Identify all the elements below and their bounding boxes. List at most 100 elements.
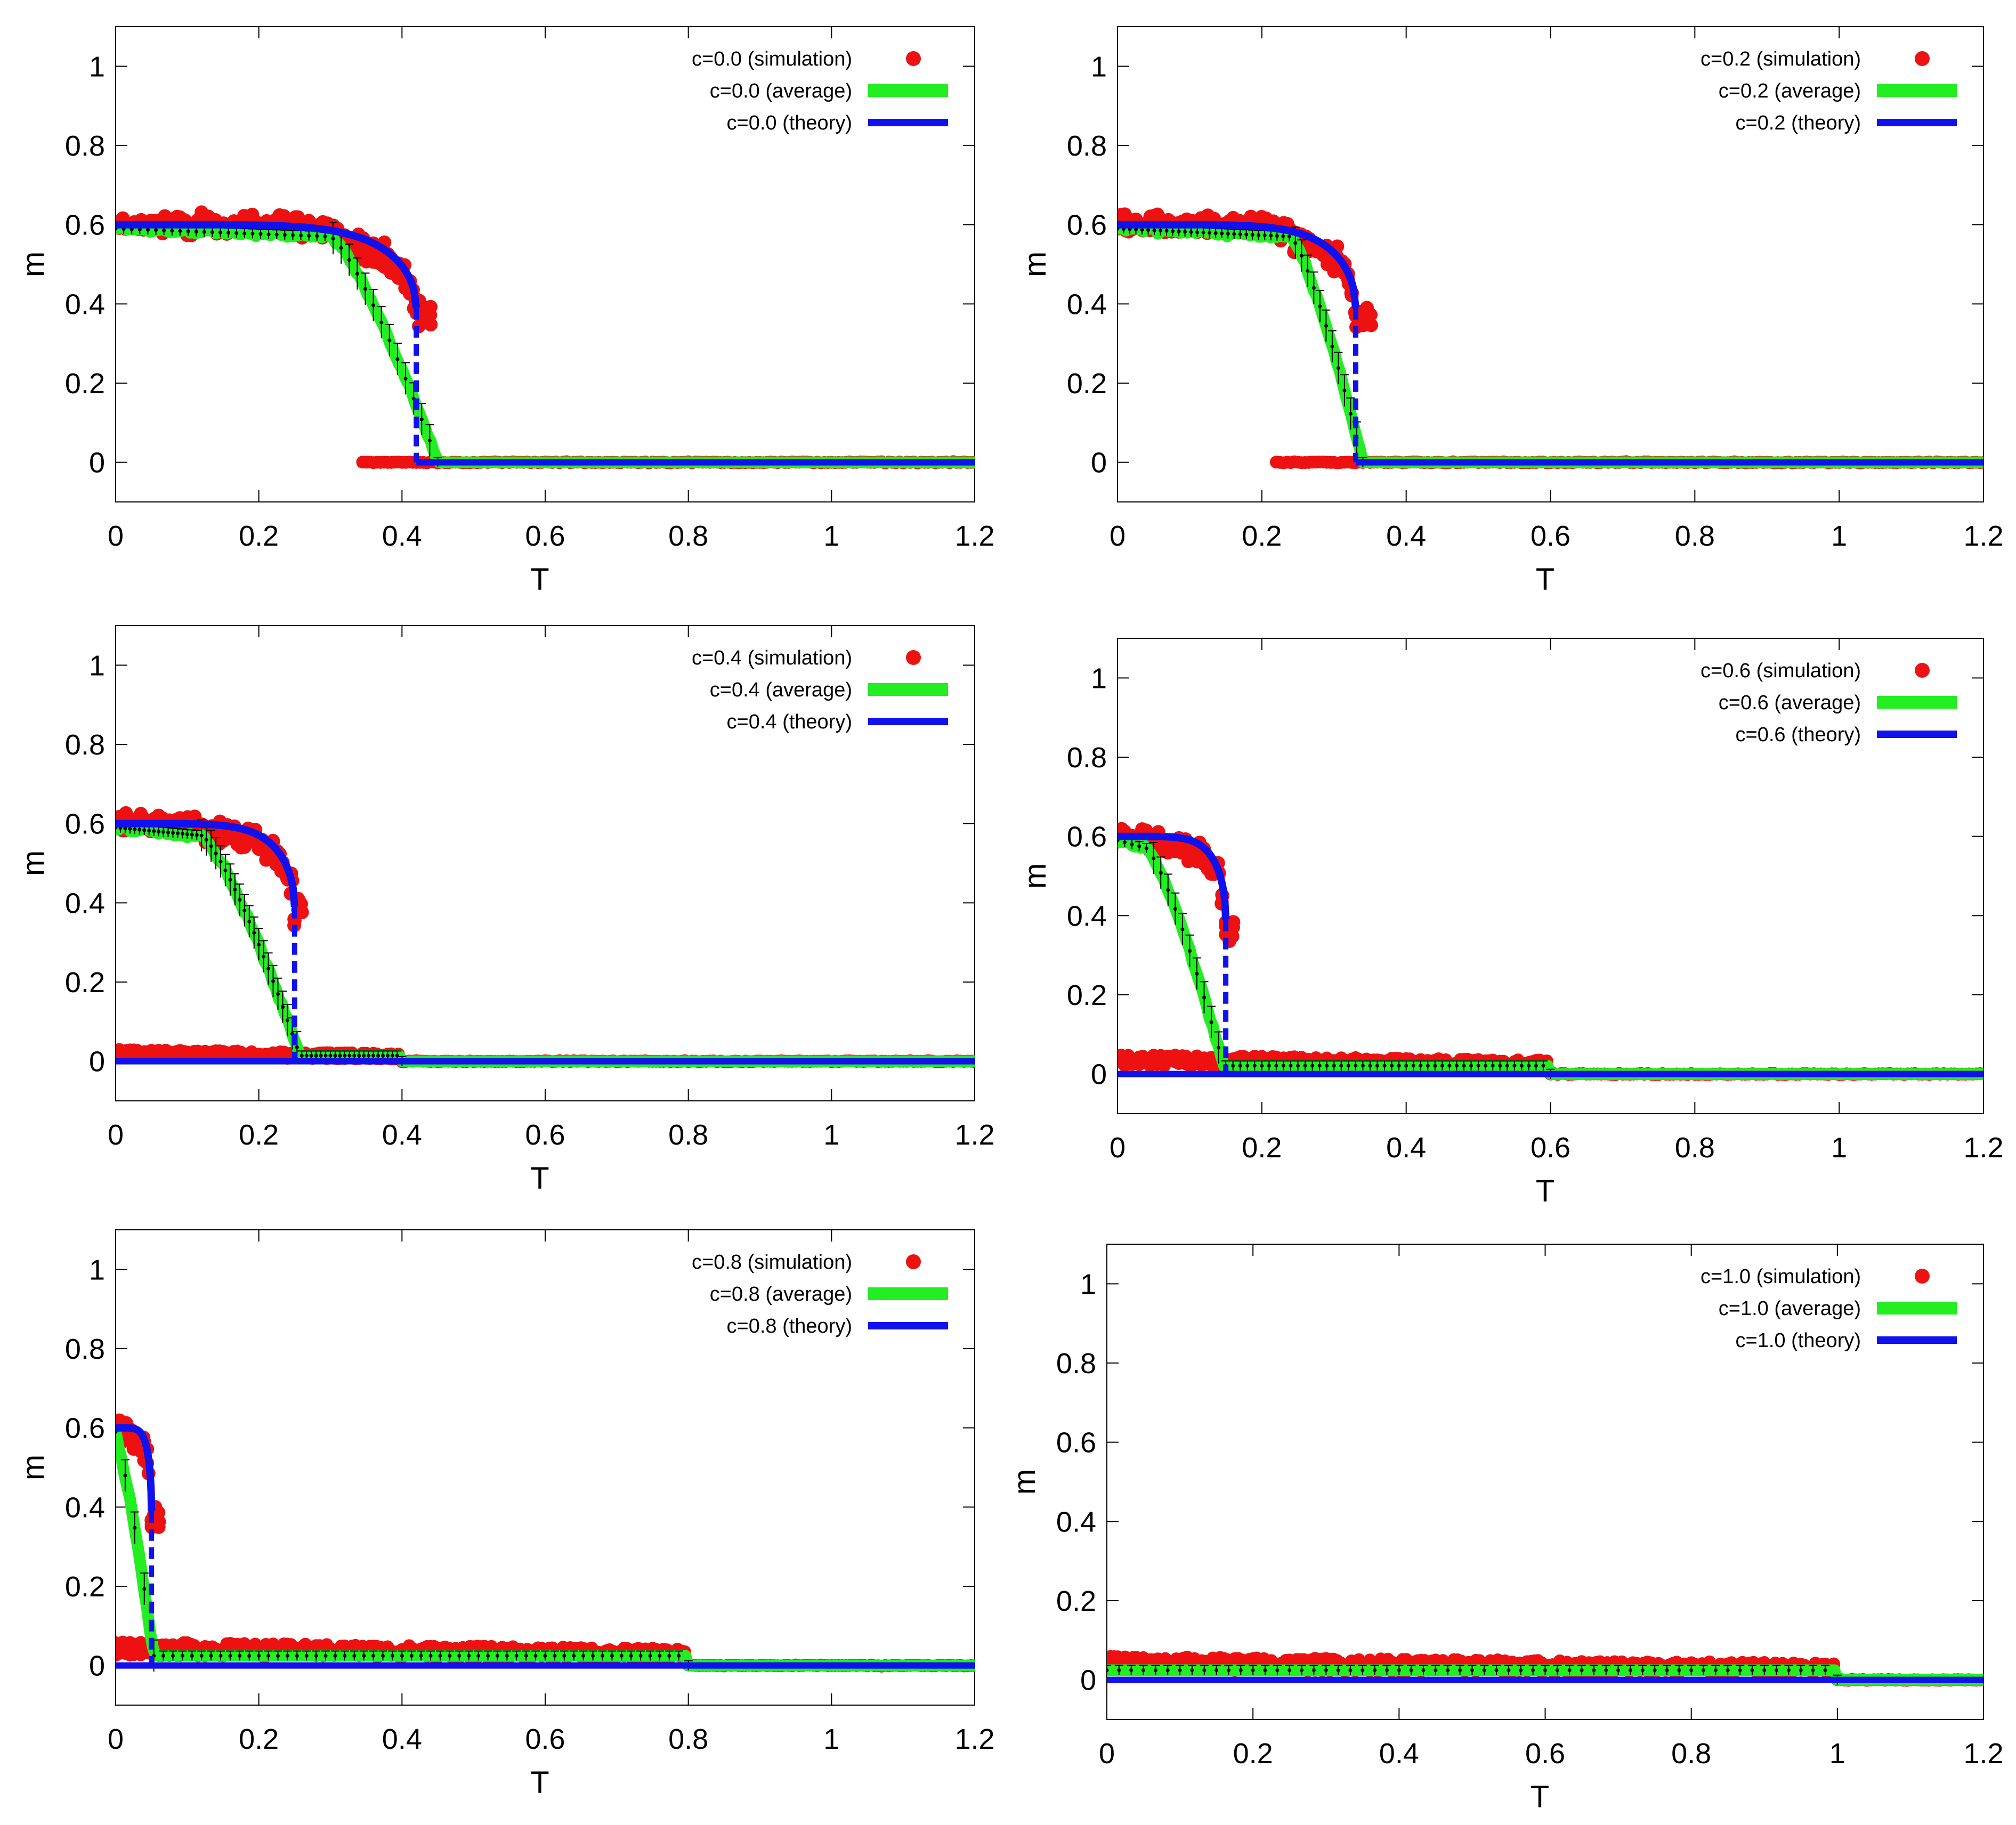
average-marker [1491, 1064, 1495, 1068]
y-tick-label: 0.2 [1067, 979, 1107, 1011]
x-tick-label: 0.4 [1386, 1132, 1426, 1164]
average-marker [385, 1053, 390, 1058]
average-marker [1152, 228, 1156, 232]
error-bars [1107, 1665, 1842, 1685]
y-tick-label: 0.4 [65, 288, 105, 320]
x-tick-label: 0.6 [1531, 1132, 1570, 1164]
average-marker [1245, 1064, 1250, 1068]
average-marker [145, 228, 150, 232]
average-marker [347, 258, 351, 262]
average-marker [343, 1053, 347, 1058]
x-axis-title: T [1536, 562, 1554, 597]
error-bars [116, 819, 407, 1066]
theory-ordered-line [116, 1424, 156, 1511]
x-tick-label: 0.4 [382, 1119, 422, 1151]
average-marker [1275, 1668, 1280, 1672]
legend: c=0.6 (simulation) c=0.6 (average) c=0.6 (… [1701, 660, 1957, 746]
average-marker [194, 230, 198, 234]
y-tick-label: 0 [89, 1650, 105, 1682]
average-marker [1361, 1668, 1365, 1672]
legend-simulation-marker [906, 51, 921, 66]
average-marker [1404, 1064, 1408, 1068]
legend-simulation-marker [1915, 51, 1930, 66]
average-marker [1541, 1064, 1545, 1068]
average-marker [128, 827, 132, 831]
average-marker [1311, 286, 1316, 290]
average-marker [648, 1653, 652, 1658]
plot-area [1107, 1650, 1983, 1687]
average-marker [142, 1587, 147, 1591]
chart-panel-c0.4: 0 0.2 0.4 0.6 0.8 1 1.2 0 0.2 0.4 0.6 0.8 1 Tm c=0.4 (… [16, 625, 995, 1196]
legend-label-1: c=0.4 (average) [710, 679, 852, 701]
average-marker [1512, 1064, 1517, 1068]
y-tick-label: 0 [1091, 447, 1107, 479]
average-marker [1458, 1668, 1462, 1672]
average-marker [1397, 1064, 1401, 1068]
average-marker [274, 232, 279, 237]
average-marker [1604, 1668, 1608, 1672]
average-marker [1346, 1064, 1350, 1068]
average-marker [331, 236, 335, 240]
x-tick-label: 1.2 [954, 1119, 994, 1151]
average-marker [319, 1053, 323, 1058]
y-tick-label: 0 [1091, 1059, 1107, 1091]
average-marker [1173, 907, 1177, 911]
average-marker [1469, 1064, 1473, 1068]
average-marker [247, 919, 252, 923]
average-marker [152, 829, 156, 833]
average-marker [448, 1653, 452, 1658]
average-marker [171, 831, 175, 835]
average-marker [1189, 230, 1193, 234]
x-tick-label: 0.6 [1525, 1738, 1565, 1770]
average-marker [190, 832, 194, 837]
average-marker [242, 231, 247, 236]
average-marker [1373, 1668, 1377, 1672]
x-tick-label: 0.6 [1531, 520, 1570, 552]
legend-simulation-marker [1915, 1269, 1930, 1284]
x-tick-label: 0.4 [382, 1723, 422, 1755]
legend-label-0: c=0.2 (simulation) [1701, 48, 1861, 70]
average-marker [1311, 1668, 1316, 1672]
average-marker [190, 1653, 194, 1658]
legend-label-0: c=0.6 (simulation) [1701, 660, 1861, 682]
average-marker [1144, 846, 1148, 850]
x-tick-label: 1.2 [954, 1723, 994, 1755]
average-marker [1164, 229, 1169, 233]
simulation-point [1364, 307, 1378, 322]
average-marker [1209, 1020, 1213, 1024]
x-axis-title: T [1531, 1780, 1549, 1814]
average-marker [1726, 1668, 1730, 1672]
average-marker [457, 1653, 462, 1658]
x-axis-title: T [530, 1161, 549, 1196]
average-marker [367, 1053, 371, 1058]
x-tick-label: 0 [1099, 1738, 1115, 1770]
legend-label-0: c=1.0 (simulation) [1701, 1266, 1861, 1288]
average-marker [1202, 995, 1206, 1000]
average-marker [1434, 1668, 1438, 1672]
average-marker [1665, 1668, 1669, 1672]
average-marker [1183, 230, 1187, 234]
average-marker [1325, 1064, 1329, 1068]
average-marker [1289, 1064, 1293, 1068]
x-tick-label: 0.6 [525, 520, 565, 552]
average-marker [1300, 1668, 1304, 1672]
average-marker [1476, 1064, 1480, 1068]
y-tick-label: 0.4 [65, 887, 105, 919]
legend-label-1: c=0.8 (average) [710, 1283, 852, 1305]
y-tick-label: 0 [89, 447, 105, 479]
average-marker [171, 1653, 175, 1658]
average-marker [218, 230, 222, 234]
average-marker [1293, 241, 1298, 245]
legend-label-2: c=1.0 (theory) [1736, 1329, 1861, 1352]
average-marker [381, 1053, 385, 1058]
x-tick-label: 0.2 [239, 1119, 279, 1151]
average-marker [204, 838, 208, 842]
average-marker [1306, 269, 1310, 273]
average-marker [123, 826, 127, 831]
x-tick-label: 0.6 [525, 1723, 565, 1755]
average-marker [238, 1653, 242, 1658]
legend-label-1: c=0.0 (average) [710, 80, 852, 102]
average-marker [1361, 1064, 1365, 1068]
average-marker [1310, 1064, 1315, 1068]
y-tick-label: 0.4 [1056, 1506, 1096, 1538]
